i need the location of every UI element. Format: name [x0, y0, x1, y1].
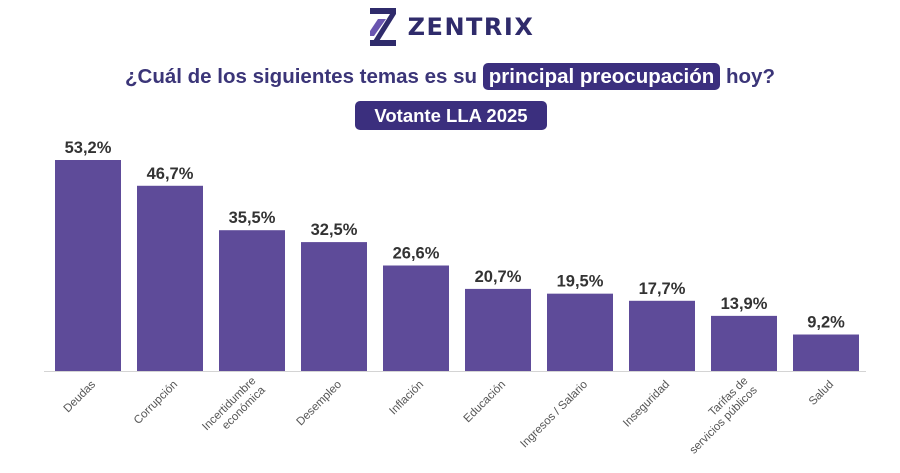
question-text-start: ¿Cuál de los siguientes temas es su [125, 65, 483, 88]
brand-logo: ZENTRIX [0, 4, 900, 50]
category-label-1: Corrupción [132, 379, 180, 427]
question-text-end: hoy? [720, 65, 775, 88]
bar-5 [465, 288, 531, 371]
bar-8 [711, 315, 777, 371]
value-label-7: 17,7% [639, 280, 686, 298]
bar-4 [383, 265, 449, 371]
value-label-5: 20,7% [475, 268, 522, 286]
value-label-9: 9,2% [807, 314, 845, 332]
category-label-9: Salud [807, 379, 836, 408]
category-label-5: Educación [462, 379, 508, 425]
value-label-2: 35,5% [229, 209, 276, 227]
category-label-4: Inflación [387, 379, 426, 418]
value-label-1: 46,7% [147, 165, 194, 183]
chart-subtitle-badge: Votante LLA 2025 [355, 101, 547, 130]
bar-3 [301, 242, 367, 371]
bar-9 [793, 334, 859, 371]
bar-1 [137, 185, 203, 371]
category-label-2: Incertidumbreeconómica [200, 375, 268, 443]
bar-7 [629, 300, 695, 371]
value-label-0: 53,2% [65, 139, 112, 157]
bar-0 [55, 160, 121, 371]
bar-6 [547, 293, 613, 371]
category-label-3: Desempleo [295, 379, 345, 429]
brand-name: ZENTRIX [407, 13, 535, 41]
value-label-3: 32,5% [311, 221, 358, 239]
question-highlight: principal preocupación [482, 63, 721, 90]
category-label-7: Inseguridad [621, 379, 672, 430]
category-label-8: Tarifas deservicios públicos [678, 375, 760, 457]
zentrix-z-logo-icon [369, 8, 396, 46]
value-label-4: 26,6% [393, 245, 440, 263]
bar-2 [219, 230, 285, 371]
value-label-8: 13,9% [721, 295, 768, 313]
chart-question-title: ¿Cuál de los siguientes temas es su prin… [0, 60, 900, 94]
category-label-6: Ingresos / Salario [518, 379, 590, 451]
category-label-0: Deudas [62, 378, 99, 415]
value-label-6: 19,5% [557, 273, 604, 291]
